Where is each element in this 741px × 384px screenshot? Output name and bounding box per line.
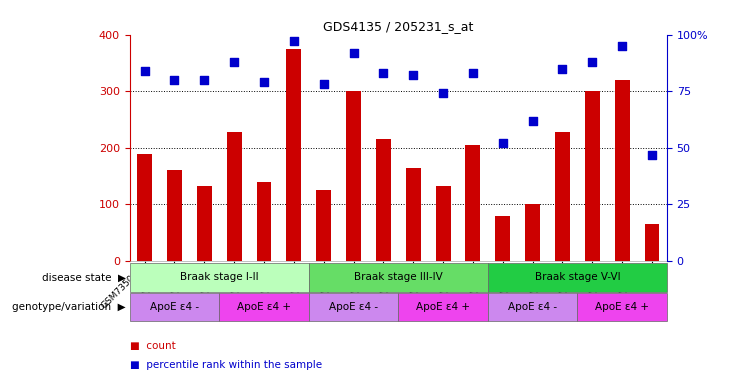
Bar [645, 224, 659, 261]
Point [258, 79, 270, 85]
Bar [256, 182, 271, 261]
Bar [227, 132, 242, 261]
Point [527, 118, 539, 124]
Point [437, 90, 449, 96]
Text: ApoE ε4 +: ApoE ε4 + [237, 302, 291, 312]
Bar [130, 293, 219, 321]
Bar [376, 139, 391, 261]
Bar [585, 91, 599, 261]
Bar [197, 186, 212, 261]
Text: ApoE ε4 -: ApoE ε4 - [508, 302, 557, 312]
Bar [406, 168, 421, 261]
Point [586, 59, 598, 65]
Point [288, 38, 300, 45]
Point [199, 77, 210, 83]
Bar [286, 49, 302, 261]
Bar [309, 263, 488, 292]
Text: disease state  ▶: disease state ▶ [42, 272, 126, 283]
Text: Braak stage I-II: Braak stage I-II [180, 272, 259, 283]
Bar [465, 145, 480, 261]
Bar [555, 132, 570, 261]
Text: ApoE ε4 +: ApoE ε4 + [416, 302, 470, 312]
Point [168, 77, 180, 83]
Text: Braak stage V-VI: Braak stage V-VI [534, 272, 620, 283]
Bar [346, 91, 361, 261]
Text: genotype/variation  ▶: genotype/variation ▶ [13, 302, 126, 312]
Point [496, 140, 508, 146]
Text: ■  percentile rank within the sample: ■ percentile rank within the sample [130, 360, 322, 370]
Bar [488, 263, 667, 292]
Bar [130, 263, 309, 292]
Text: ■  count: ■ count [130, 341, 176, 351]
Bar [577, 293, 667, 321]
Bar [436, 186, 451, 261]
Point [348, 50, 359, 56]
Title: GDS4135 / 205231_s_at: GDS4135 / 205231_s_at [323, 20, 473, 33]
Text: ApoE ε4 -: ApoE ε4 - [329, 302, 378, 312]
Bar [615, 80, 630, 261]
Bar [316, 190, 331, 261]
Bar [488, 293, 577, 321]
Point [377, 70, 389, 76]
Text: ApoE ε4 -: ApoE ε4 - [150, 302, 199, 312]
Text: Braak stage III-IV: Braak stage III-IV [354, 272, 442, 283]
Bar [399, 293, 488, 321]
Bar [137, 154, 152, 261]
Point [646, 152, 658, 158]
Point [139, 68, 150, 74]
Bar [309, 293, 399, 321]
Point [318, 81, 330, 88]
Point [408, 72, 419, 78]
Bar [525, 205, 540, 261]
Point [467, 70, 479, 76]
Bar [495, 216, 511, 261]
Point [228, 59, 240, 65]
Bar [219, 293, 309, 321]
Point [617, 43, 628, 49]
Point [556, 66, 568, 72]
Text: ApoE ε4 +: ApoE ε4 + [595, 302, 649, 312]
Bar [167, 170, 182, 261]
